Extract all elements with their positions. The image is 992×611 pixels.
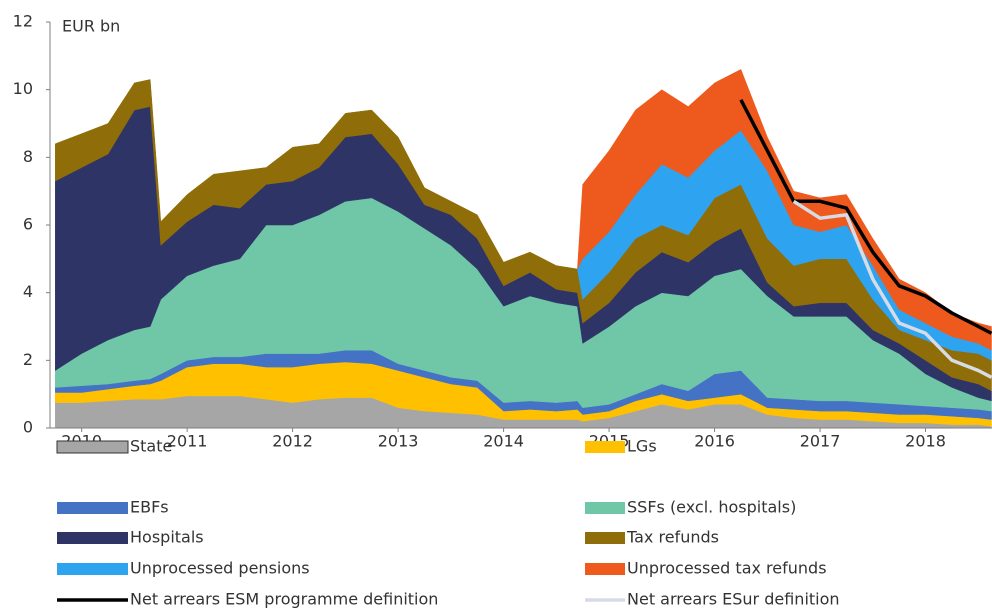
- y-tick-label: 8: [23, 147, 33, 166]
- legend-label: State: [130, 437, 172, 456]
- legend-label: SSFs (excl. hospitals): [627, 498, 796, 517]
- x-tick-label: 2016: [694, 432, 735, 451]
- x-tick-label: 2012: [272, 432, 313, 451]
- y-tick-label: 4: [23, 282, 33, 301]
- legend-swatch: [585, 502, 625, 514]
- legend-swatch: [585, 441, 625, 453]
- legend-swatch: [56, 440, 129, 454]
- x-tick-label: 2017: [800, 432, 841, 451]
- legend-label: EBFs: [130, 498, 169, 517]
- legend-label: Net arrears ESur definition: [627, 590, 840, 609]
- y-tick-label: 10: [13, 79, 33, 98]
- legend-swatch: [57, 532, 128, 544]
- legend-swatch: [585, 532, 625, 544]
- legend-swatch: [57, 502, 128, 514]
- y-tick-label: 0: [23, 418, 33, 437]
- x-tick-label: 2014: [483, 432, 524, 451]
- legend-label: Hospitals: [130, 528, 204, 547]
- y-axis-label: EUR bn: [62, 17, 120, 36]
- legend-swatch: [57, 563, 128, 575]
- legend-label: Net arrears ESM programme definition: [130, 590, 438, 609]
- areas: [55, 69, 992, 429]
- legend-swatch: [585, 563, 625, 575]
- x-tick-label: 2013: [378, 432, 419, 451]
- legend-label: LGs: [627, 437, 657, 456]
- y-tick-label: 12: [13, 12, 33, 31]
- legend-label: Tax refunds: [626, 528, 719, 547]
- legend-label: Unprocessed pensions: [130, 559, 310, 578]
- y-tick-label: 6: [23, 215, 33, 234]
- x-tick-label: 2011: [167, 432, 208, 451]
- line-series: [792, 199, 992, 379]
- legend-label: Unprocessed tax refunds: [627, 559, 827, 578]
- line-series: [739, 98, 992, 335]
- x-tick-label: 2018: [905, 432, 946, 451]
- y-tick-label: 2: [23, 350, 33, 369]
